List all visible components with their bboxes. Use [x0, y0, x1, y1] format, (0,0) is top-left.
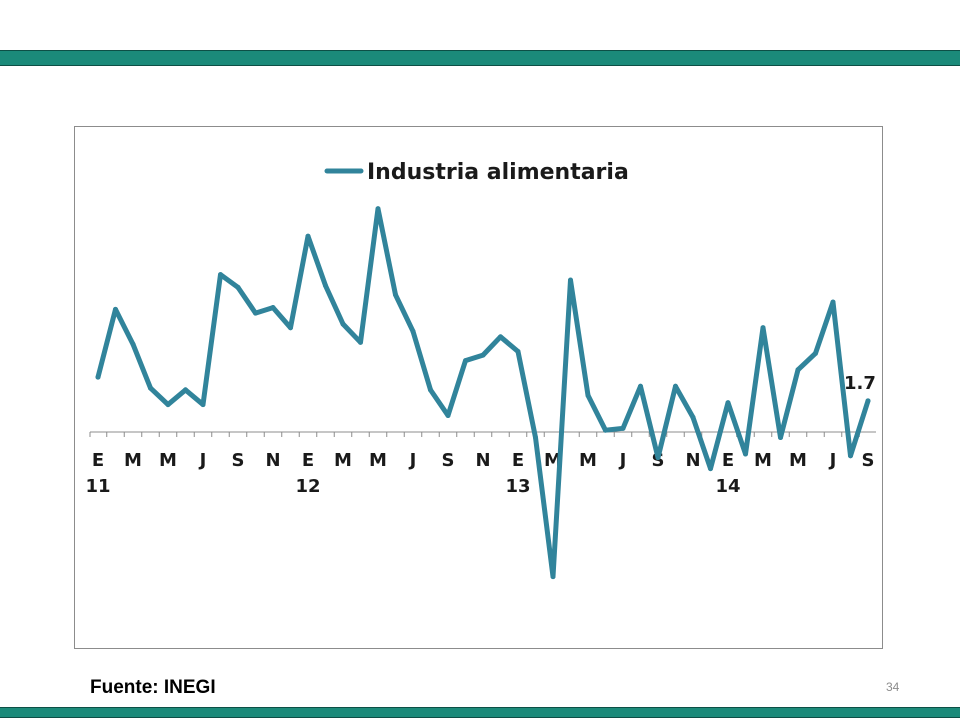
data-point	[393, 292, 398, 298]
bottom-accent-band	[0, 707, 960, 718]
data-point	[498, 334, 503, 340]
data-point	[428, 387, 433, 393]
data-point	[323, 283, 328, 289]
x-tick-label: N	[265, 450, 280, 471]
data-point	[463, 358, 468, 364]
data-point	[253, 310, 258, 316]
data-point	[848, 453, 853, 459]
data-point	[795, 367, 801, 373]
legend-label: Industria alimentaria	[367, 160, 629, 185]
data-point	[148, 385, 153, 391]
x-tick-label: N	[685, 450, 700, 471]
x-tick-label: M	[579, 450, 597, 471]
data-point	[743, 451, 748, 457]
data-label: 1.7	[844, 373, 876, 394]
x-tick-label: S	[442, 450, 455, 471]
x-tick-label: E	[512, 450, 524, 471]
data-point	[358, 339, 363, 345]
data-point	[270, 305, 276, 311]
source-label: Fuente: INEGI	[90, 677, 216, 698]
data-point	[830, 299, 836, 305]
data-point	[533, 434, 538, 440]
x-tick-label: J	[828, 450, 837, 471]
data-point	[568, 277, 573, 283]
data-point	[375, 206, 381, 212]
x-tick-label: N	[475, 450, 490, 471]
data-point	[515, 348, 521, 354]
data-point	[550, 574, 556, 580]
series-group	[95, 206, 871, 580]
page-number: 34	[886, 680, 900, 694]
data-point	[690, 414, 696, 420]
data-point	[200, 402, 206, 408]
data-point	[340, 321, 346, 327]
data-point	[480, 352, 486, 358]
data-point	[165, 402, 171, 408]
x-tick-label: M	[124, 450, 142, 471]
year-label: 11	[85, 476, 110, 497]
data-point	[95, 374, 101, 380]
series-line	[95, 206, 871, 580]
data-point	[725, 400, 731, 406]
data-point	[130, 341, 136, 347]
data-point	[288, 325, 293, 331]
data-point	[305, 233, 311, 239]
x-tick-label: S	[652, 450, 665, 471]
data-point	[655, 455, 661, 461]
x-tick-label: E	[302, 450, 314, 471]
x-tick-label: J	[408, 450, 417, 471]
x-tick-label: E	[92, 450, 104, 471]
data-point	[235, 284, 241, 290]
data-point	[445, 413, 451, 419]
x-tick-label: M	[754, 450, 772, 471]
data-point	[620, 425, 626, 431]
data-point	[585, 392, 591, 398]
x-tick-label: S	[232, 450, 245, 471]
x-tick-label: J	[198, 450, 207, 471]
data-point	[638, 383, 643, 389]
year-label: 12	[295, 476, 320, 497]
data-point	[778, 434, 783, 440]
x-tick-label: M	[334, 450, 352, 471]
x-axis	[89, 431, 876, 437]
year-labels: 11 12 13 14	[85, 476, 740, 497]
data-point	[673, 383, 678, 389]
x-tick-label: J	[618, 450, 627, 471]
x-tick-label: M	[789, 450, 807, 471]
data-labels: 1.7	[844, 373, 876, 394]
x-tick-label: M	[159, 450, 177, 471]
data-point	[113, 306, 118, 312]
data-point	[708, 466, 713, 472]
data-point	[603, 427, 608, 433]
top-accent-band	[0, 50, 960, 66]
data-point	[813, 350, 818, 356]
data-point	[410, 328, 416, 334]
data-point	[183, 387, 188, 393]
data-point	[760, 325, 766, 331]
x-tick-label: E	[722, 450, 734, 471]
data-point	[218, 272, 223, 278]
year-label: 13	[505, 476, 530, 497]
legend: Industria alimentaria	[324, 160, 629, 185]
x-tick-label: S	[862, 450, 875, 471]
year-label: 14	[715, 476, 740, 497]
x-tick-label: M	[369, 450, 387, 471]
data-point	[865, 398, 871, 404]
